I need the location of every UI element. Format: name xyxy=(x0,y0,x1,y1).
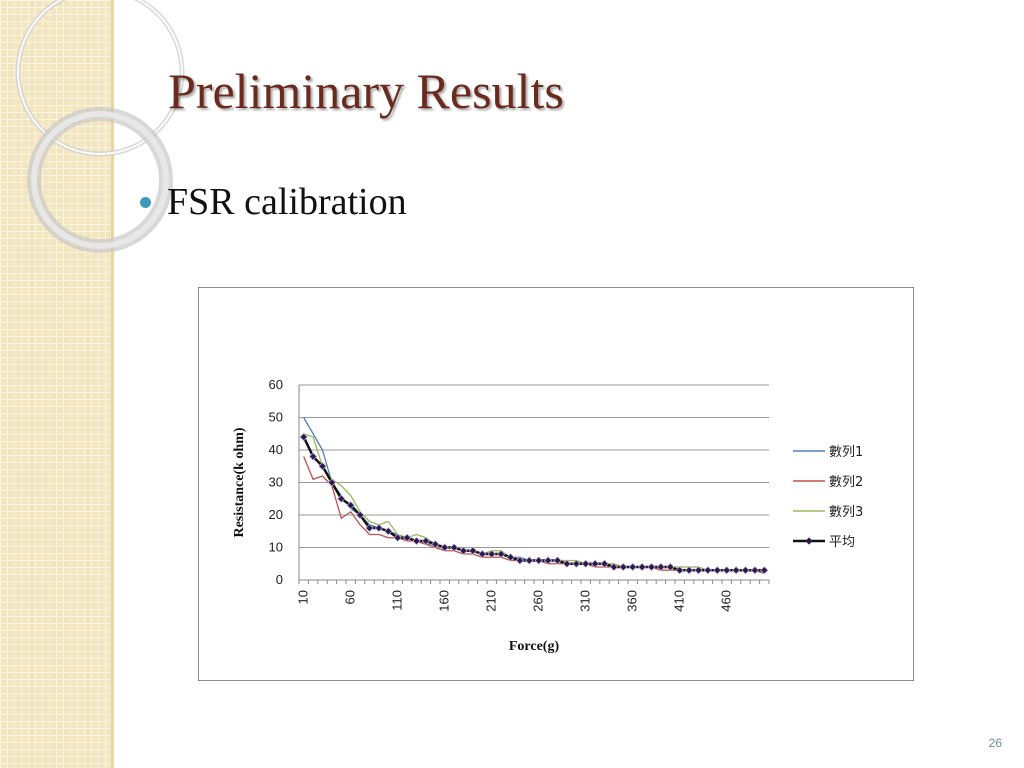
legend-label: 數列2 xyxy=(829,475,863,490)
average-point xyxy=(760,566,769,575)
average-point xyxy=(506,553,515,562)
average-point xyxy=(515,556,525,565)
average-point xyxy=(581,559,590,568)
x-tick-label: 260 xyxy=(531,590,546,612)
x-tick-label: 60 xyxy=(343,590,358,604)
average-point xyxy=(487,549,496,559)
bullet-item: FSR calibration xyxy=(140,180,407,224)
bullet-dot-icon xyxy=(140,196,151,208)
average-point xyxy=(337,494,346,503)
average-point xyxy=(374,523,384,533)
legend-marker xyxy=(805,537,813,545)
average-point xyxy=(299,432,308,442)
y-tick-label: 0 xyxy=(276,572,283,587)
x-tick-label: 160 xyxy=(437,590,452,612)
average-point xyxy=(440,543,449,552)
x-tick-label: 10 xyxy=(296,590,311,604)
series-line-4 xyxy=(302,436,765,572)
average-point xyxy=(553,556,562,565)
average-point xyxy=(600,559,609,568)
y-tick-label: 60 xyxy=(269,377,283,392)
series-line-3 xyxy=(303,433,765,571)
average-point xyxy=(731,566,741,575)
average-point xyxy=(318,462,327,471)
average-point xyxy=(713,566,722,575)
average-point xyxy=(628,562,637,572)
average-point xyxy=(637,562,647,572)
x-tick-label: 410 xyxy=(672,590,687,612)
legend-label: 平均 xyxy=(829,535,855,550)
average-point xyxy=(393,533,402,542)
average-point xyxy=(741,566,750,575)
average-point xyxy=(384,527,393,536)
average-point xyxy=(525,556,534,565)
bullet-text: FSR calibration xyxy=(167,181,407,223)
average-point xyxy=(703,566,713,575)
average-point xyxy=(459,546,468,555)
decorative-rings xyxy=(15,0,185,253)
slide-title: Preliminary Results xyxy=(168,63,564,119)
average-point xyxy=(365,523,374,533)
slide-number: 26 xyxy=(988,736,1002,750)
average-point xyxy=(346,501,355,510)
average-point xyxy=(572,559,581,568)
y-axis-title: Resistance(k ohm) xyxy=(232,427,247,537)
y-tick-label: 20 xyxy=(269,507,283,522)
chart-frame: 0 10 20 30 40 50 60 10 60 110 160 210 260 310 360 410 46… xyxy=(198,287,914,681)
average-point xyxy=(666,562,675,572)
y-tick-label: 40 xyxy=(269,442,283,457)
average-point xyxy=(543,556,553,565)
y-tick-label: 10 xyxy=(269,540,283,555)
average-point xyxy=(308,452,318,461)
y-tick-label: 50 xyxy=(269,410,283,425)
average-point xyxy=(656,562,666,572)
average-point xyxy=(355,510,365,520)
x-tick-label: 210 xyxy=(484,590,499,612)
average-point xyxy=(412,536,421,546)
average-point xyxy=(722,566,731,575)
average-point xyxy=(675,566,684,575)
x-tick-label: 110 xyxy=(390,590,405,611)
average-point xyxy=(750,566,760,575)
x-tick-label: 310 xyxy=(578,590,593,612)
average-point xyxy=(609,562,619,572)
legend-label: 數列1 xyxy=(829,445,863,460)
x-tick-label: 360 xyxy=(625,590,640,612)
average-point xyxy=(684,566,694,575)
x-axis-title: Force(g) xyxy=(509,639,560,654)
y-tick-label: 30 xyxy=(269,475,283,490)
average-point xyxy=(449,543,459,552)
average-point xyxy=(402,533,412,542)
average-point xyxy=(590,559,600,568)
average-point xyxy=(496,549,506,559)
average-point xyxy=(534,556,543,565)
x-tick-label: 460 xyxy=(719,590,734,612)
legend-label: 數列3 xyxy=(829,505,863,520)
average-point xyxy=(327,478,337,487)
average-point xyxy=(478,549,487,559)
average-point xyxy=(421,536,431,546)
average-point xyxy=(431,540,440,549)
average-point xyxy=(562,559,572,568)
average-point xyxy=(619,562,628,572)
average-point xyxy=(694,566,703,575)
average-point xyxy=(647,562,656,572)
average-point xyxy=(468,546,478,555)
side-panel-edge xyxy=(111,0,114,768)
line-chart: 0 10 20 30 40 50 60 10 60 110 160 210 260 310 360 410 46… xyxy=(232,377,863,654)
